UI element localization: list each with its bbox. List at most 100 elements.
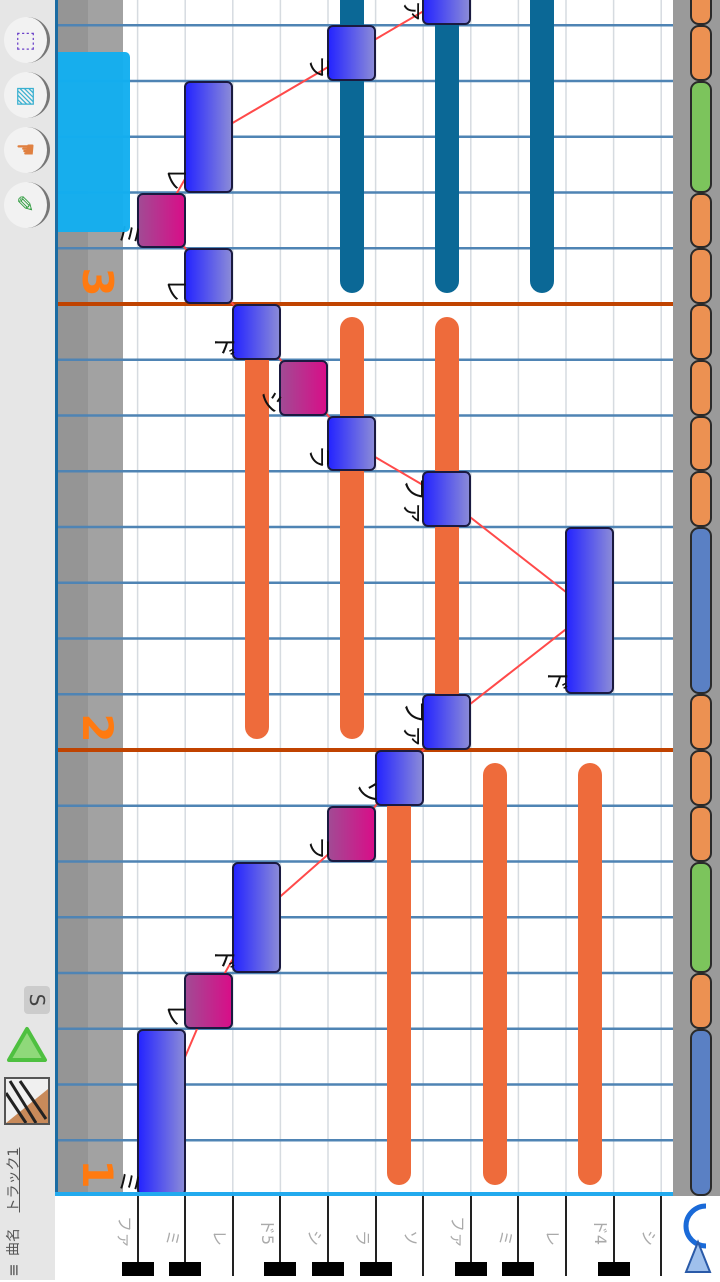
note-block[interactable] [279,359,329,416]
key-label: ミ [495,1229,515,1247]
note-length-segment [690,527,712,695]
note-length-segment [690,192,712,249]
key-label: レ [543,1229,563,1247]
note-label: ド [209,333,238,358]
black-key[interactable] [312,1262,344,1276]
solo-button[interactable]: S [24,986,50,1014]
black-key[interactable] [454,1262,487,1276]
key-label: ファ [448,1215,468,1249]
white-key-divider [660,1196,663,1276]
black-key[interactable] [597,1262,630,1276]
note-label: ラ [305,835,333,860]
note-length-segment [690,304,712,360]
note-label: ラ [305,55,333,79]
playhead-line[interactable] [55,1192,690,1196]
note-label: レ [162,1002,191,1027]
white-key-divider [231,1196,234,1276]
note-block[interactable] [422,471,472,527]
selection-highlight [55,52,130,232]
chord-bar[interactable] [435,317,459,739]
song-label: 曲名 [6,1228,22,1256]
note-block[interactable] [136,192,186,249]
note-block[interactable] [231,861,281,973]
white-key-divider [374,1196,377,1276]
note-length-segment [690,973,712,1029]
note-length-segment [690,805,712,862]
white-key-divider [279,1196,282,1276]
note-label: レ [162,166,191,191]
pencil-icon: ✎ [16,192,35,218]
note-block[interactable] [184,248,234,304]
note-length-segment [690,471,712,527]
black-key[interactable] [264,1262,297,1276]
key-label: シ [305,1229,325,1247]
note-label: レ [162,278,191,302]
note-length-segment [690,0,712,26]
note-block[interactable] [565,527,614,695]
chord-bar[interactable] [530,0,555,293]
tool-button-2[interactable]: ☚ [4,127,50,173]
key-label: ソ [400,1229,420,1247]
note-label: ファ [400,0,428,23]
note-block[interactable] [422,0,472,26]
key-label: レ [210,1229,230,1247]
black-key[interactable] [169,1262,202,1276]
hand-icon: ☚ [15,137,36,163]
chord-bar[interactable] [387,763,412,1185]
key-label: ファ [115,1215,134,1249]
note-length-segment [690,25,712,81]
note-label: シ [257,389,286,414]
note-label: ミ [114,1170,143,1194]
tool-button-1[interactable]: ▧ [4,72,50,118]
note-block[interactable] [184,81,234,193]
chord-bar[interactable] [435,0,459,293]
black-key[interactable] [121,1262,154,1276]
black-key[interactable] [502,1262,535,1276]
note-block[interactable] [327,805,376,862]
instrument-button[interactable] [4,1077,50,1125]
white-key-divider [184,1196,187,1276]
chord-bar[interactable] [482,763,507,1185]
key-label: ラ [353,1229,372,1247]
left-toolbar: ⬚ ▧ ☚ ✎ S 曲名 トラック1 ≡ [0,0,55,1280]
tool-button-0[interactable]: ⬚ [4,17,50,63]
white-key-divider [565,1196,567,1276]
menu-icon[interactable]: ≡ [4,1263,23,1277]
white-key-divider [422,1196,425,1276]
note-block[interactable] [422,694,472,750]
white-key-divider [469,1196,472,1276]
roll-left-edge [55,0,58,1196]
note-length-segment [690,861,712,973]
note-length-segment [690,415,712,472]
note-length-segment [690,1028,712,1196]
piano-icon [4,1080,48,1124]
note-length-segment [690,81,712,193]
white-key-divider [612,1196,615,1276]
chord-bar[interactable] [244,317,269,739]
note-block[interactable] [231,304,281,360]
eraser-icon: ▧ [15,82,36,108]
note-label: ファ [400,700,429,748]
select-rect-icon: ⬚ [15,27,36,53]
note-block[interactable] [136,1028,186,1196]
note-label: ラ [305,445,333,470]
note-block[interactable] [327,25,376,81]
note-label: ファ [400,477,429,525]
tool-button-3[interactable]: ✎ [4,182,50,228]
chord-bar[interactable] [577,763,602,1185]
note-block[interactable] [374,750,424,806]
key-label: ド4 [591,1218,610,1246]
chord-bar[interactable] [339,317,364,739]
triangle-icon [7,1027,47,1062]
note-length-segment [690,359,712,416]
white-key-divider [517,1196,520,1276]
note-length-segment [690,248,712,304]
note-block[interactable] [327,415,376,472]
white-key-divider [327,1196,329,1276]
black-key[interactable] [359,1262,392,1276]
play-button[interactable] [6,1026,48,1068]
key-label: ミ [162,1229,182,1247]
rewind-button[interactable] [676,1198,720,1282]
white-key-divider [136,1196,139,1276]
note-block[interactable] [184,973,234,1029]
